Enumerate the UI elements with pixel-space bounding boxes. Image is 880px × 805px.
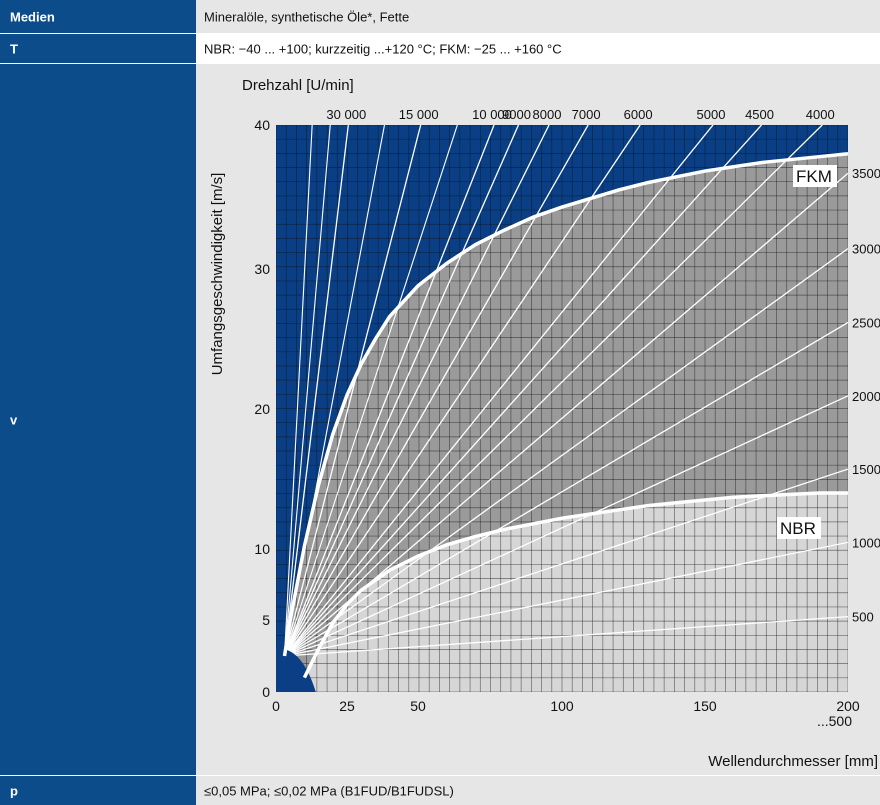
row-label: Medien bbox=[0, 0, 196, 33]
nbr-label: NBR bbox=[780, 519, 816, 538]
rpm-line bbox=[283, 125, 331, 657]
top-axis-title: Drehzahl [U/min] bbox=[242, 77, 354, 94]
rpm-line bbox=[284, 248, 848, 657]
rpm-line bbox=[283, 125, 313, 657]
x-tick-label: 50 bbox=[410, 698, 426, 714]
rpm-line bbox=[284, 616, 848, 657]
rpm-line bbox=[284, 541, 848, 657]
speed-chart: FKM NBR Drehzahl [U/min] Umfangsgeschwindig… bbox=[209, 77, 880, 770]
row-label: v bbox=[0, 64, 196, 775]
rpm-top-label: 10 000 bbox=[472, 107, 512, 122]
rpm-right-label: 1500 bbox=[852, 462, 880, 477]
value-text: ≤0,05 MPa; ≤0,02 MPa (B1FUD/B1FUDSL) bbox=[204, 783, 454, 798]
rpm-line bbox=[283, 125, 349, 657]
rpm-top-label: 15 000 bbox=[399, 107, 439, 122]
y-tick-label: 5 bbox=[262, 612, 270, 628]
rpm-line bbox=[284, 125, 714, 657]
fkm-tag-bg bbox=[793, 165, 837, 187]
row-value: NBR: −40 ... +100; kurzzeitig ...+120 °C… bbox=[196, 34, 880, 63]
rpm-top-label: 5000 bbox=[697, 107, 726, 122]
row-pressure: p ≤0,05 MPa; ≤0,02 MPa (B1FUD/B1FUDSL) bbox=[0, 776, 880, 805]
x-axis-title: Wellendurchmesser [mm] bbox=[708, 753, 878, 770]
rpm-right-label: 3000 bbox=[852, 242, 880, 257]
y-tick-label: 10 bbox=[254, 541, 270, 557]
rpm-right-label: 2500 bbox=[852, 315, 880, 330]
rpm-top-label: 9000 bbox=[502, 107, 531, 122]
rpm-top-label: 6000 bbox=[624, 107, 653, 122]
y-tick-label: 20 bbox=[254, 401, 270, 417]
rpm-line bbox=[284, 321, 848, 657]
label-text: v bbox=[10, 412, 18, 427]
rpm-line bbox=[283, 125, 458, 657]
rpm-line bbox=[283, 125, 422, 657]
value-text: Mineralöle, synthetische Öle*, Fette bbox=[204, 9, 410, 24]
x-tick-label: 200 bbox=[836, 698, 860, 714]
rpm-line bbox=[284, 395, 848, 657]
rpm-top-label: 4500 bbox=[745, 107, 774, 122]
rpm-line bbox=[283, 125, 495, 657]
x-tick-label: 25 bbox=[339, 698, 355, 714]
rpm-top-label: 8000 bbox=[533, 107, 562, 122]
nbr-curve bbox=[302, 491, 848, 679]
row-label: T bbox=[0, 34, 196, 63]
fkm-label: FKM bbox=[796, 167, 832, 186]
rpm-top-label: 4000 bbox=[806, 107, 835, 122]
row-temperature: T NBR: −40 ... +100; kurzzeitig ...+120 … bbox=[0, 34, 880, 63]
nbr-tag-bg bbox=[777, 517, 821, 539]
rpm-line bbox=[283, 125, 520, 657]
y-tick-label: 30 bbox=[254, 261, 270, 277]
origin-zone bbox=[276, 648, 316, 692]
x-tick-label: 0 bbox=[272, 698, 280, 714]
rpm-line bbox=[284, 172, 848, 657]
rpm-top-label: 7000 bbox=[572, 107, 601, 122]
y-tick-label: 0 bbox=[262, 684, 270, 700]
rpm-line bbox=[284, 125, 763, 657]
x-tick-label: 150 bbox=[693, 698, 717, 714]
rpm-line bbox=[283, 125, 589, 657]
rpm-line bbox=[284, 468, 848, 657]
y-tick-label: 40 bbox=[254, 117, 270, 133]
rpm-right-label: 1000 bbox=[852, 535, 880, 550]
label-text: Medien bbox=[10, 9, 55, 24]
label-text: p bbox=[10, 783, 18, 798]
row-label: p bbox=[0, 776, 196, 805]
rpm-line bbox=[283, 125, 641, 657]
rpm-line bbox=[283, 125, 550, 657]
rpm-line bbox=[284, 125, 823, 657]
x-tick-note: ...500 bbox=[817, 713, 852, 729]
rpm-right-label: 500 bbox=[852, 610, 874, 625]
y-axis-title: Umfangsgeschwindigkeit [m/s] bbox=[209, 173, 226, 376]
rpm-top-label: 30 000 bbox=[326, 107, 366, 122]
x-tick-label: 100 bbox=[550, 698, 574, 714]
value-text: NBR: −40 ... +100; kurzzeitig ...+120 °C… bbox=[204, 41, 562, 56]
row-value: ≤0,05 MPa; ≤0,02 MPa (B1FUD/B1FUDSL) bbox=[196, 776, 880, 805]
row-medien: Medien Mineralöle, synthetische Öle*, Fe… bbox=[0, 0, 880, 33]
row-value: Mineralöle, synthetische Öle*, Fette bbox=[196, 0, 880, 33]
rpm-right-label: 3500 bbox=[852, 166, 880, 181]
fkm-curve bbox=[282, 152, 849, 657]
rpm-right-label: 2000 bbox=[852, 389, 880, 404]
label-text: T bbox=[10, 41, 18, 56]
